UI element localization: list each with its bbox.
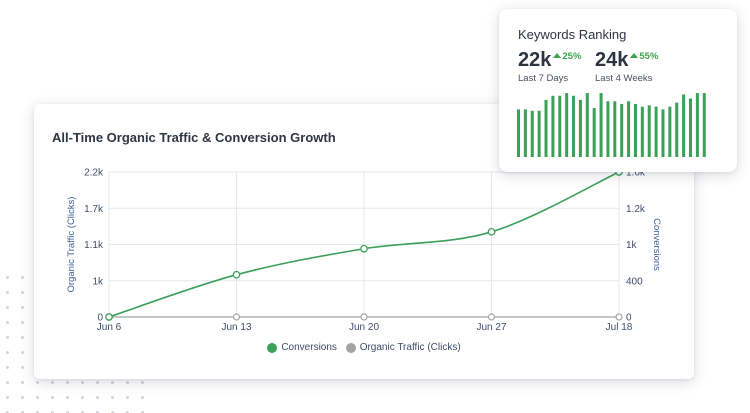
keyword-bar xyxy=(695,93,699,157)
stat-label: Last 4 Weeks xyxy=(595,73,653,84)
stat-change: 55% xyxy=(630,51,658,62)
legend-label-conversions: Conversions xyxy=(281,342,337,353)
keywords-bar-chart xyxy=(517,93,706,157)
stat-label: Last 7 Days xyxy=(518,73,569,84)
keyword-bar xyxy=(599,93,603,157)
keyword-bar xyxy=(689,98,692,157)
legend-label-organic-traffic: Organic Traffic (Clicks) xyxy=(359,342,461,353)
keyword-bar xyxy=(530,110,534,157)
x-tick-label: Jun 27 xyxy=(476,322,506,333)
traffic-conversion-chart: 0 1k 1.1k 1.7k 2.2k 0 400 1k 1.2k 1.6k Jun 6 Jun 13… xyxy=(66,168,662,334)
keyword-bar xyxy=(620,103,624,157)
chart-legend: Conversions Organic Traffic (Clicks) xyxy=(34,342,694,356)
keyword-bar xyxy=(640,106,644,157)
y-right-tick-label: 1.2k xyxy=(626,204,646,215)
y-right-axis-title: Conversions xyxy=(651,218,662,271)
keyword-bar xyxy=(613,101,617,157)
y-left-tick-label: 1k xyxy=(92,276,104,287)
keyword-bar xyxy=(606,101,610,157)
legend-item-conversions[interactable]: Conversions xyxy=(267,342,337,353)
legend-swatch-organic-traffic xyxy=(345,342,356,353)
data-point-organic-traffic xyxy=(232,313,241,321)
stat-last-7-days: 22k 25% Last 7 Days xyxy=(518,49,581,84)
y-left-tick-label: 2.2k xyxy=(84,168,104,179)
keyword-bar xyxy=(544,99,548,157)
data-point-conversions xyxy=(487,227,496,236)
keyword-bar xyxy=(647,105,651,157)
y-left-tick-label: 1.1k xyxy=(84,240,104,251)
keyword-bar xyxy=(633,103,637,157)
keyword-bar xyxy=(627,101,631,157)
keyword-bar xyxy=(558,95,562,157)
keyword-bar xyxy=(585,93,589,157)
keyword-bar xyxy=(572,95,576,157)
keyword-bar xyxy=(661,109,665,157)
keyword-bar xyxy=(565,93,569,157)
y-left-tick-label: 0 xyxy=(97,313,103,324)
keyword-bar xyxy=(592,108,596,157)
stat-value: 22k xyxy=(518,49,552,71)
arrow-up-icon xyxy=(553,53,562,58)
data-point-conversions xyxy=(105,313,113,321)
chart-title: All-Time Organic Traffic & Conversion Gr… xyxy=(52,130,336,145)
legend-swatch-conversions xyxy=(267,342,278,353)
data-point-conversions xyxy=(232,270,241,279)
data-point-conversions xyxy=(360,244,368,253)
y-left-tick-label: 1.7k xyxy=(84,204,104,215)
keyword-bar xyxy=(682,94,686,157)
stat-change-value: 25% xyxy=(562,51,582,62)
data-point-organic-traffic xyxy=(360,313,368,321)
keyword-bar xyxy=(668,106,672,157)
y-right-tick-label: 1.6k xyxy=(626,168,646,179)
stat-change-value: 55% xyxy=(639,51,659,62)
keyword-bar xyxy=(551,95,555,157)
x-tick-label: Jun 6 xyxy=(97,322,122,333)
x-tick-label: Jul 18 xyxy=(606,322,633,333)
keyword-bar xyxy=(654,106,658,157)
y-right-tick-label: 400 xyxy=(626,276,643,287)
keywords-ranking-card: Keywords Ranking 22k 25% Last 7 Days 24k 5… xyxy=(499,9,737,172)
keyword-bar xyxy=(578,99,582,157)
keyword-bar xyxy=(517,109,520,157)
keyword-bar xyxy=(702,93,706,157)
data-point-organic-traffic xyxy=(487,313,496,321)
data-point-organic-traffic xyxy=(615,313,623,321)
legend-item-organic-traffic[interactable]: Organic Traffic (Clicks) xyxy=(345,342,461,353)
y-right-tick-label: 1k xyxy=(626,240,638,251)
y-left-axis-title: Organic Traffic (Clicks) xyxy=(66,197,77,293)
keywords-title: Keywords Ranking xyxy=(518,27,627,42)
keyword-bar xyxy=(675,102,679,157)
stat-last-4-weeks: 24k 55% Last 4 Weeks xyxy=(595,49,658,84)
x-tick-label: Jun 20 xyxy=(349,322,379,333)
y-right-tick-label: 0 xyxy=(626,313,632,324)
keyword-bar xyxy=(523,109,527,157)
keyword-bar xyxy=(537,110,541,157)
arrow-up-icon xyxy=(630,53,639,58)
stat-change: 25% xyxy=(553,51,581,62)
x-tick-label: Jun 13 xyxy=(221,322,251,333)
stat-value: 24k xyxy=(595,49,629,71)
